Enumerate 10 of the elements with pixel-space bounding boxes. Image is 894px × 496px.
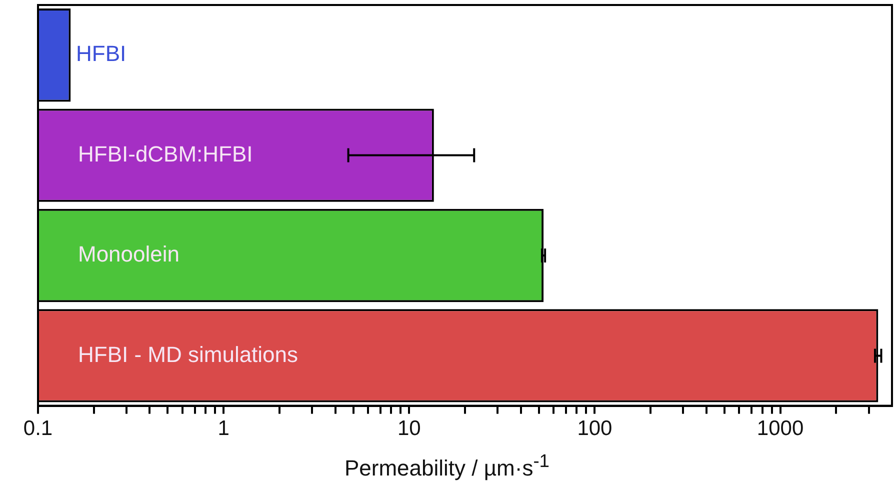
y-tick-label: HFBI - MD simulations: [78, 342, 298, 367]
x-tick-label: 1000: [756, 417, 804, 440]
x-tick-label: 100: [577, 417, 612, 440]
y-tick-label: HFBI: [76, 41, 126, 66]
x-axis-title: Permeability / µm·s$^{-1}$: [343, 450, 550, 482]
y-tick-label: Monoolein: [78, 242, 180, 267]
x-tick-label: 0.1: [23, 417, 53, 440]
x-tick-label: 10: [397, 417, 421, 440]
y-tick-label: HFBI-dCBM:HFBI: [78, 141, 253, 166]
x-tick-label: 1: [218, 417, 230, 440]
